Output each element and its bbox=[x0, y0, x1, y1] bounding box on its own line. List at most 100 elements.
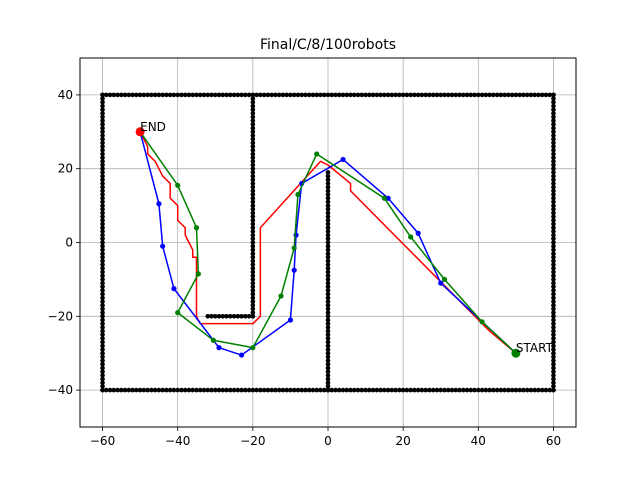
wall-dot bbox=[160, 387, 165, 393]
wall-dot bbox=[551, 159, 556, 164]
wall-dot bbox=[502, 92, 507, 98]
wall-dot bbox=[551, 195, 556, 201]
wall-dot bbox=[325, 225, 331, 231]
wall-dot bbox=[551, 188, 556, 194]
wall-dot bbox=[536, 92, 541, 98]
wall-dot bbox=[325, 302, 331, 308]
wall-dot bbox=[355, 387, 361, 393]
wall-dot bbox=[367, 92, 372, 98]
wall-dot bbox=[224, 314, 229, 319]
wall-dot bbox=[303, 387, 308, 393]
wall-dot bbox=[246, 314, 252, 319]
wall-dot bbox=[442, 387, 447, 393]
wall-dot bbox=[100, 343, 105, 349]
wall-dot bbox=[280, 387, 286, 393]
wall-dot bbox=[100, 277, 105, 282]
wall-dot bbox=[476, 92, 481, 98]
wall-dot bbox=[250, 206, 256, 212]
wall-dot bbox=[299, 92, 304, 98]
path-point-2 bbox=[415, 230, 421, 236]
wall-dot bbox=[250, 269, 256, 275]
wall-dot bbox=[551, 373, 556, 378]
wall-dot bbox=[190, 92, 196, 98]
wall-dot bbox=[250, 284, 256, 290]
wall-dot bbox=[134, 387, 139, 393]
wall-dot bbox=[100, 99, 105, 105]
path-point-2 bbox=[238, 352, 245, 358]
wall-dot bbox=[513, 92, 519, 98]
wall-dot bbox=[231, 314, 237, 319]
wall-dot bbox=[551, 277, 556, 282]
wall-dot bbox=[547, 92, 552, 98]
wall-dot bbox=[100, 306, 105, 312]
x-tick-label: 0 bbox=[324, 434, 332, 448]
wall-dot bbox=[355, 92, 361, 98]
wall-dot bbox=[491, 387, 496, 393]
wall-dot bbox=[397, 387, 402, 393]
wall-dot bbox=[551, 350, 556, 356]
wall-dot bbox=[325, 295, 331, 301]
wall-dot bbox=[250, 170, 256, 175]
wall-dot bbox=[186, 92, 192, 98]
wall-dot bbox=[231, 387, 237, 393]
wall-dot bbox=[551, 358, 556, 363]
wall-dot bbox=[205, 314, 211, 319]
wall-dot bbox=[273, 387, 278, 393]
wall-dot bbox=[250, 114, 256, 120]
wall-dot bbox=[250, 151, 256, 157]
wall-dot bbox=[460, 92, 466, 98]
path-line-1 bbox=[139, 131, 517, 354]
wall-dot bbox=[250, 181, 256, 186]
wall-dot bbox=[352, 92, 357, 98]
wall-dot bbox=[220, 92, 226, 98]
wall-dot bbox=[130, 92, 135, 98]
wall-dot bbox=[449, 387, 455, 393]
wall-dot bbox=[551, 321, 556, 326]
wall-dot bbox=[325, 195, 331, 201]
wall-dot bbox=[408, 387, 413, 393]
wall-dot bbox=[149, 92, 154, 98]
wall-dot bbox=[325, 288, 331, 293]
wall-dot bbox=[182, 92, 188, 98]
wall-dot bbox=[325, 170, 331, 175]
wall-dot bbox=[291, 387, 297, 393]
wall-dot bbox=[100, 284, 105, 290]
wall-dot bbox=[438, 92, 444, 98]
wall-dot bbox=[325, 232, 331, 238]
wall-dot bbox=[314, 387, 320, 393]
wall-dot bbox=[325, 299, 331, 304]
wall-dot bbox=[250, 280, 256, 286]
wall-dot bbox=[100, 266, 105, 271]
wall-dot bbox=[325, 336, 331, 341]
wall-dot bbox=[400, 387, 406, 393]
x-tick-label: −60 bbox=[90, 434, 115, 448]
wall-dot bbox=[284, 92, 289, 98]
wall-dot bbox=[325, 314, 331, 319]
wall-dot bbox=[430, 92, 436, 98]
wall-dot bbox=[100, 166, 105, 171]
wall-dot bbox=[100, 136, 105, 142]
wall-dot bbox=[325, 365, 331, 371]
wall-dot bbox=[415, 92, 421, 98]
wall-dot bbox=[382, 92, 387, 98]
wall-dot bbox=[513, 387, 519, 393]
wall-dot bbox=[336, 92, 342, 98]
wall-dot bbox=[250, 103, 256, 109]
wall-dot bbox=[551, 291, 556, 297]
wall-dot bbox=[100, 129, 105, 135]
wall-dot bbox=[100, 269, 105, 275]
wall-dot bbox=[100, 103, 105, 109]
wall-dot bbox=[246, 92, 252, 98]
wall-dot bbox=[551, 247, 556, 253]
wall-dot bbox=[156, 92, 162, 98]
wall-dot bbox=[100, 350, 105, 356]
wall-dot bbox=[359, 387, 365, 393]
wall-dot bbox=[551, 129, 556, 135]
wall-dot bbox=[551, 387, 556, 393]
wall-dot bbox=[250, 254, 256, 260]
wall-dot bbox=[551, 240, 556, 245]
wall-dot bbox=[333, 387, 338, 393]
wall-dot bbox=[551, 317, 556, 323]
wall-dot bbox=[397, 92, 402, 98]
wall-dot bbox=[284, 387, 289, 393]
